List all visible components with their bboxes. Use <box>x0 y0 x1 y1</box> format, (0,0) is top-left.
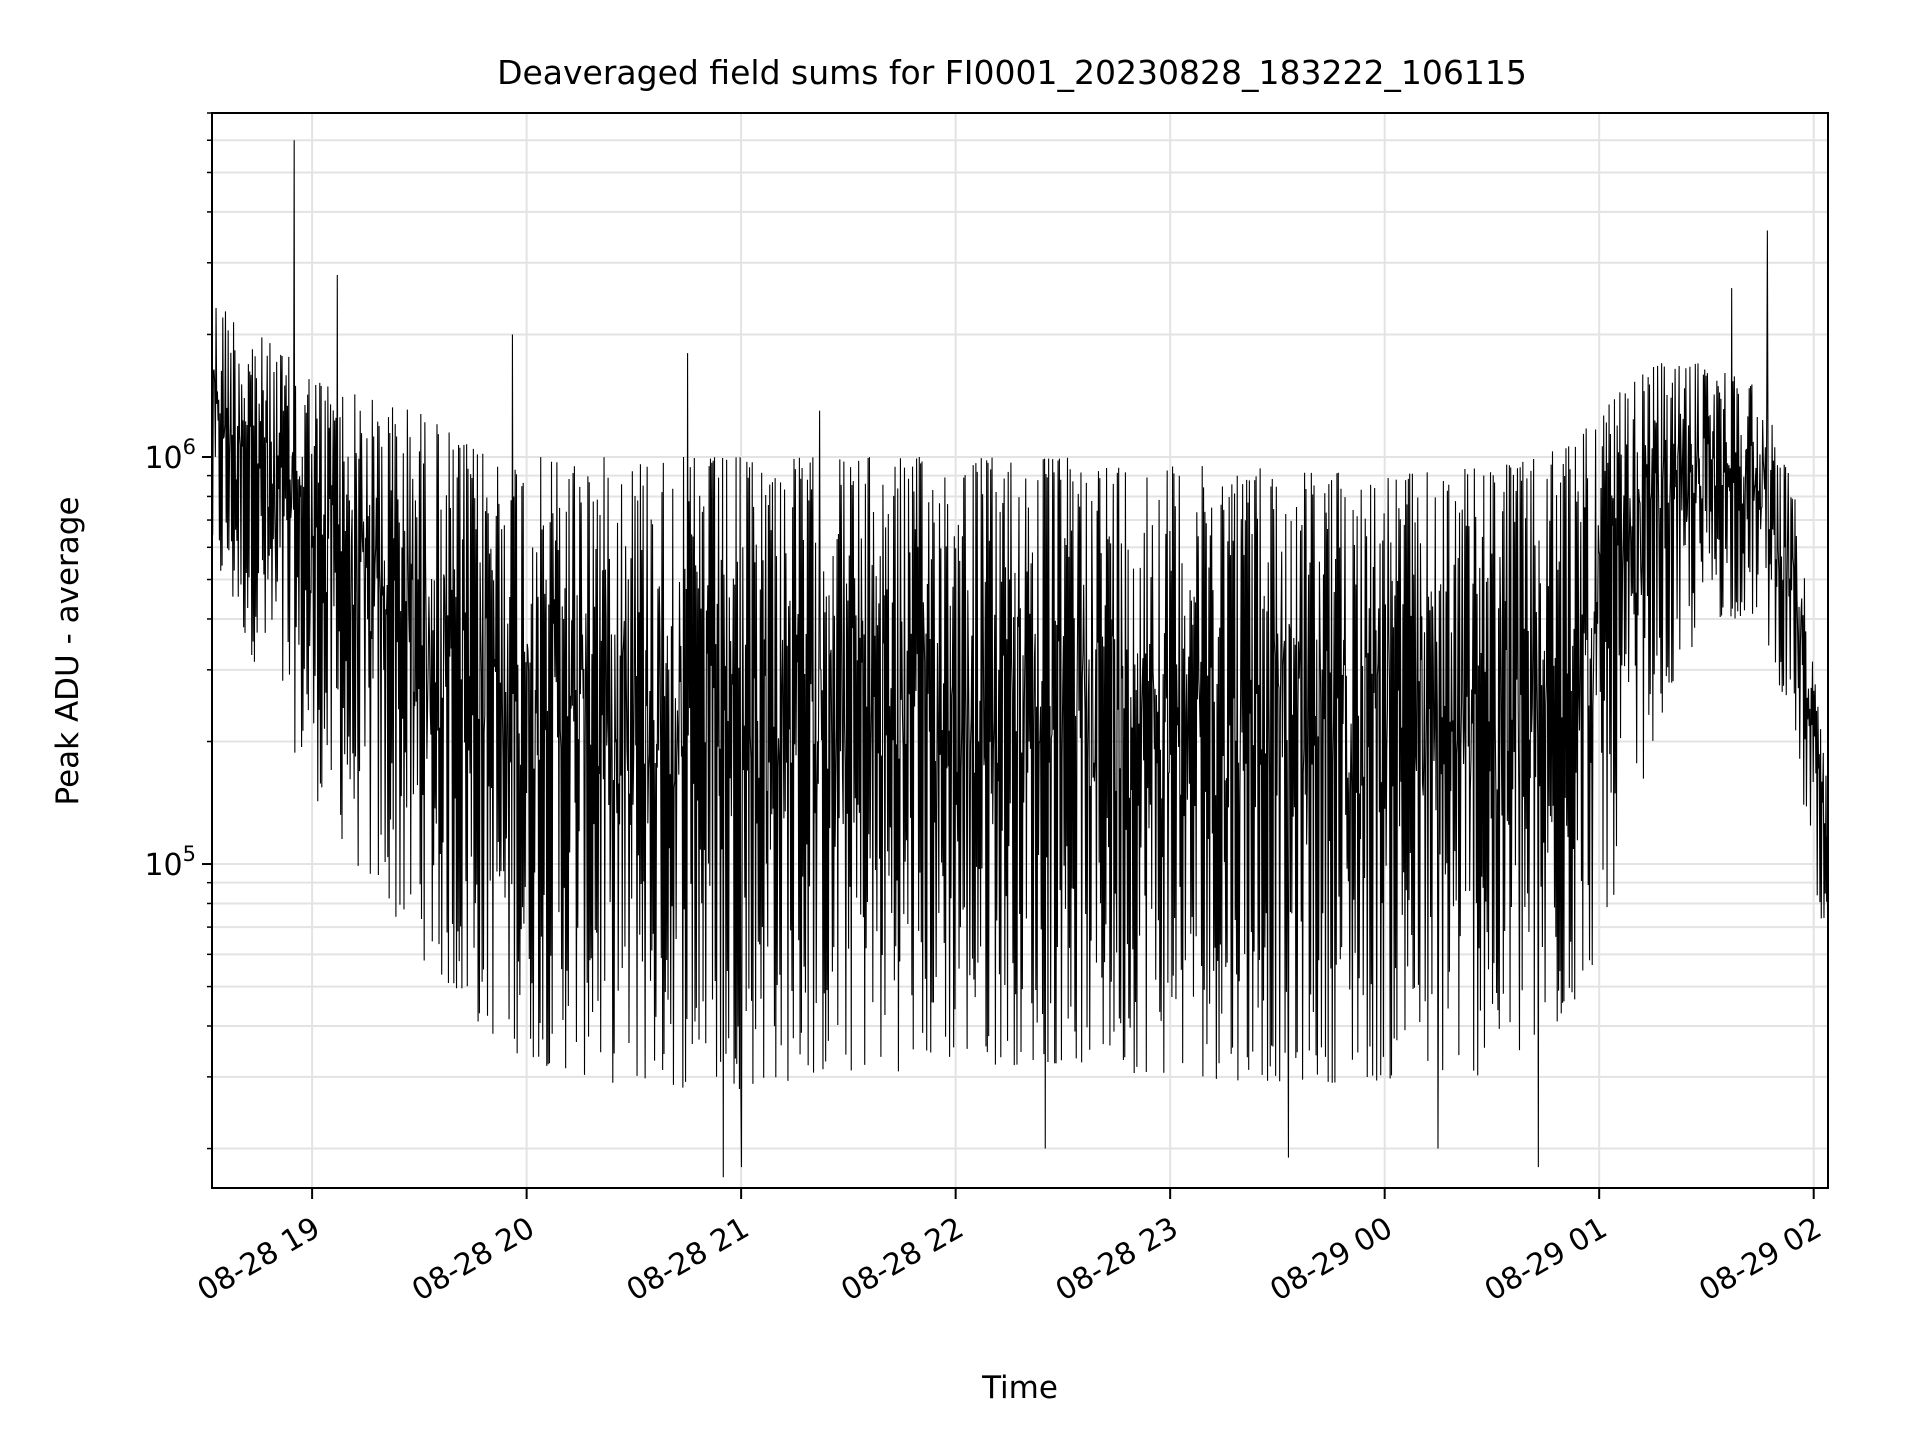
y-tick-label: 106 <box>144 435 196 476</box>
chart-title: Deaveraged field sums for FI0001_2023082… <box>497 53 1527 92</box>
plot-frame <box>211 112 1829 1189</box>
series-line <box>211 140 1829 1178</box>
y-tick-label: 105 <box>144 842 196 883</box>
y-axis-label: Peak ADU - average <box>50 496 86 805</box>
x-axis-label: Time <box>981 1370 1058 1406</box>
plot-area <box>211 140 1829 1178</box>
